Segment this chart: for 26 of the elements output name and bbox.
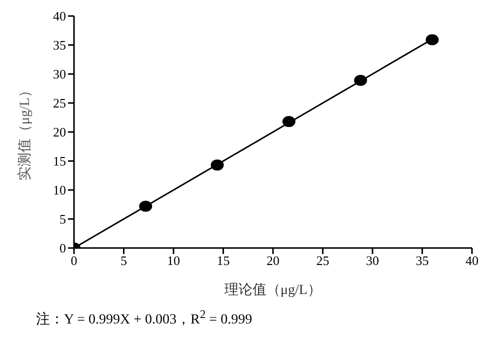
x-tick-label: 5 — [120, 253, 127, 268]
y-tick-label: 5 — [60, 212, 66, 227]
x-axis-title: 理论值（μg/L） — [224, 282, 322, 298]
x-tick-label: 35 — [416, 253, 429, 268]
y-tick-label: 35 — [53, 38, 66, 53]
y-tick-label: 30 — [53, 66, 66, 82]
x-tick-label: 15 — [216, 253, 230, 268]
x-tick-label: 25 — [316, 253, 330, 268]
y-tick-label: 25 — [53, 96, 66, 111]
text: 注：Y = 0.999X + 0.003，R$^{2}$ = 0.999 — [36, 308, 254, 329]
x-tick-label: 0 — [70, 253, 78, 268]
x-tick-label: 40 — [466, 253, 478, 268]
point — [282, 116, 296, 128]
point — [354, 74, 368, 86]
x-tick-label: 30 — [366, 253, 379, 268]
x-tick-label: 20 — [266, 253, 280, 268]
point — [210, 160, 224, 171]
y-axis-title: 实测值（μg/L） — [16, 84, 33, 180]
point — [426, 34, 439, 46]
y-tick-label: 40 — [53, 8, 66, 24]
x-tick-label: 10 — [167, 253, 180, 268]
y-tick-label: 20 — [53, 124, 66, 140]
y-tick-label: 15 — [53, 154, 66, 169]
y-tick-label: 0 — [60, 240, 66, 256]
y-tick-label: 10 — [53, 182, 66, 198]
point — [139, 200, 152, 212]
